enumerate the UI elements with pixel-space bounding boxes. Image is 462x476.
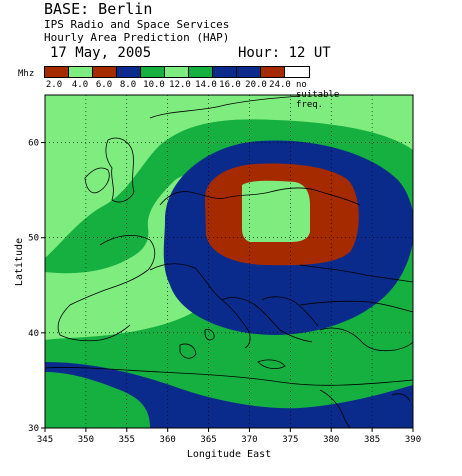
legend-label: 4.0 (71, 80, 89, 90)
legend-label: 16.0 (219, 80, 241, 90)
legend-label: 12.0 (169, 80, 191, 90)
x-tick-label: 390 (405, 435, 421, 445)
x-tick-label: 365 (200, 435, 216, 445)
y-axis-title: Latitude (14, 238, 25, 286)
forecast-date: 17 May, 2005 (50, 45, 152, 61)
legend-swatch (69, 67, 93, 77)
legend-swatch (189, 67, 213, 77)
x-tick-label: 360 (160, 435, 176, 445)
x-tick-label: 375 (282, 435, 298, 445)
legend-swatch (117, 67, 141, 77)
organisation-name: IPS Radio and Space Services (44, 18, 230, 31)
base-title: BASE: Berlin (44, 0, 153, 18)
zone-green-inner (45, 285, 413, 405)
legend-colour-bar (44, 66, 310, 78)
zone-light-green-south (45, 372, 150, 428)
legend-swatch (261, 67, 285, 77)
legend-swatch (141, 67, 165, 77)
coastlines (45, 95, 413, 428)
legend-label: 2.0 (45, 80, 63, 90)
legend-label: 24.0 (269, 80, 291, 90)
legend-swatch (237, 67, 261, 77)
x-tick-label: 345 (37, 435, 53, 445)
x-tick-label: 355 (119, 435, 135, 445)
y-tick-label: 60 (28, 139, 39, 149)
x-tick-label: 380 (323, 435, 339, 445)
plot-frame (44, 94, 414, 429)
x-axis-title: Longitude East (187, 449, 271, 460)
legend-label: 8.0 (119, 80, 137, 90)
legend-label: 10.0 (143, 80, 165, 90)
legend-label: no suitable freq. (296, 80, 340, 110)
y-tick-label: 40 (28, 329, 39, 339)
zone-light-green-core (242, 180, 310, 242)
legend-label: 20.0 (245, 80, 267, 90)
y-axis-ticks: 30 40 50 60 (28, 139, 45, 434)
legend-swatch (93, 67, 117, 77)
gridlines (45, 95, 413, 428)
x-tick-label: 385 (364, 435, 380, 445)
legend-swatch (285, 67, 309, 77)
x-axis-ticks: 345 350 355 360 365 370 375 380 385 390 (37, 428, 421, 445)
frequency-unit: Mhz (18, 69, 35, 79)
x-tick-label: 350 (78, 435, 94, 445)
y-tick-label: 50 (28, 234, 39, 244)
legend-swatch (165, 67, 189, 77)
legend-swatch (45, 67, 69, 77)
x-tick-label: 370 (241, 435, 257, 445)
legend-label: 14.0 (195, 80, 217, 90)
y-tick-label: 30 (28, 424, 39, 434)
product-name: Hourly Area Prediction (HAP) (44, 31, 230, 44)
legend-swatch (213, 67, 237, 77)
legend-label: 6.0 (95, 80, 113, 90)
frequency-zones (45, 95, 413, 428)
legend-labels: 2.0 4.0 6.0 8.0 10.0 12.0 14.0 16.0 20.0 24.0 no s… (44, 80, 339, 110)
forecast-hour: Hour: 12 UT (238, 45, 331, 61)
